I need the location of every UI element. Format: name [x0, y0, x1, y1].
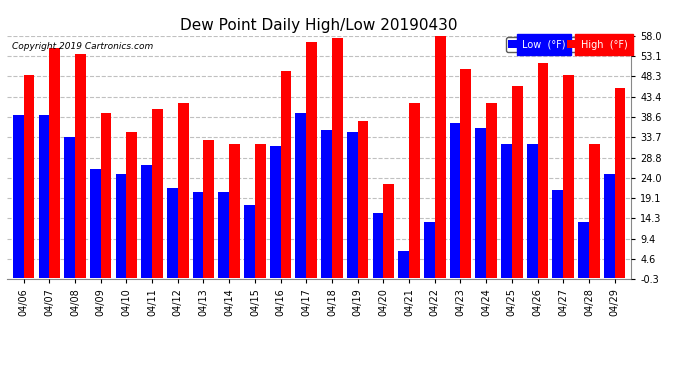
Bar [152, 109, 163, 278]
Bar [90, 170, 101, 278]
Bar [306, 42, 317, 278]
Bar [126, 132, 137, 278]
Bar [281, 71, 291, 278]
Bar [321, 130, 332, 278]
Title: Dew Point Daily High/Low 20190430: Dew Point Daily High/Low 20190430 [180, 18, 458, 33]
Bar [167, 188, 178, 278]
Bar [204, 140, 215, 278]
Bar [460, 69, 471, 278]
Text: Copyright 2019 Cartronics.com: Copyright 2019 Cartronics.com [12, 42, 153, 51]
Bar [486, 102, 497, 278]
Bar [615, 88, 625, 278]
Bar [512, 86, 522, 278]
Bar [332, 38, 343, 278]
Bar [255, 144, 266, 278]
Bar [424, 222, 435, 278]
Bar [526, 144, 538, 278]
Bar [589, 144, 600, 278]
Bar [244, 205, 255, 278]
Bar [75, 54, 86, 278]
Bar [141, 165, 152, 278]
Bar [229, 144, 240, 278]
Bar [219, 192, 229, 278]
Bar [64, 137, 75, 278]
Bar [116, 174, 126, 278]
Bar [23, 75, 34, 278]
Bar [435, 32, 446, 278]
Bar [578, 222, 589, 278]
Bar [373, 213, 384, 278]
Bar [193, 192, 204, 278]
Bar [604, 174, 615, 278]
Bar [347, 132, 357, 278]
Bar [178, 102, 188, 278]
Legend: Low  (°F), High  (°F): Low (°F), High (°F) [506, 37, 630, 52]
Bar [39, 115, 49, 278]
Bar [13, 115, 23, 278]
Bar [563, 75, 574, 278]
Bar [501, 144, 512, 278]
Bar [450, 123, 460, 278]
Bar [553, 190, 563, 278]
Bar [475, 128, 486, 278]
Bar [384, 184, 394, 278]
Bar [409, 102, 420, 278]
Bar [270, 146, 281, 278]
Bar [101, 113, 112, 278]
Bar [538, 63, 549, 278]
Bar [49, 48, 60, 278]
Bar [357, 122, 368, 278]
Bar [295, 113, 306, 278]
Bar [398, 251, 409, 278]
